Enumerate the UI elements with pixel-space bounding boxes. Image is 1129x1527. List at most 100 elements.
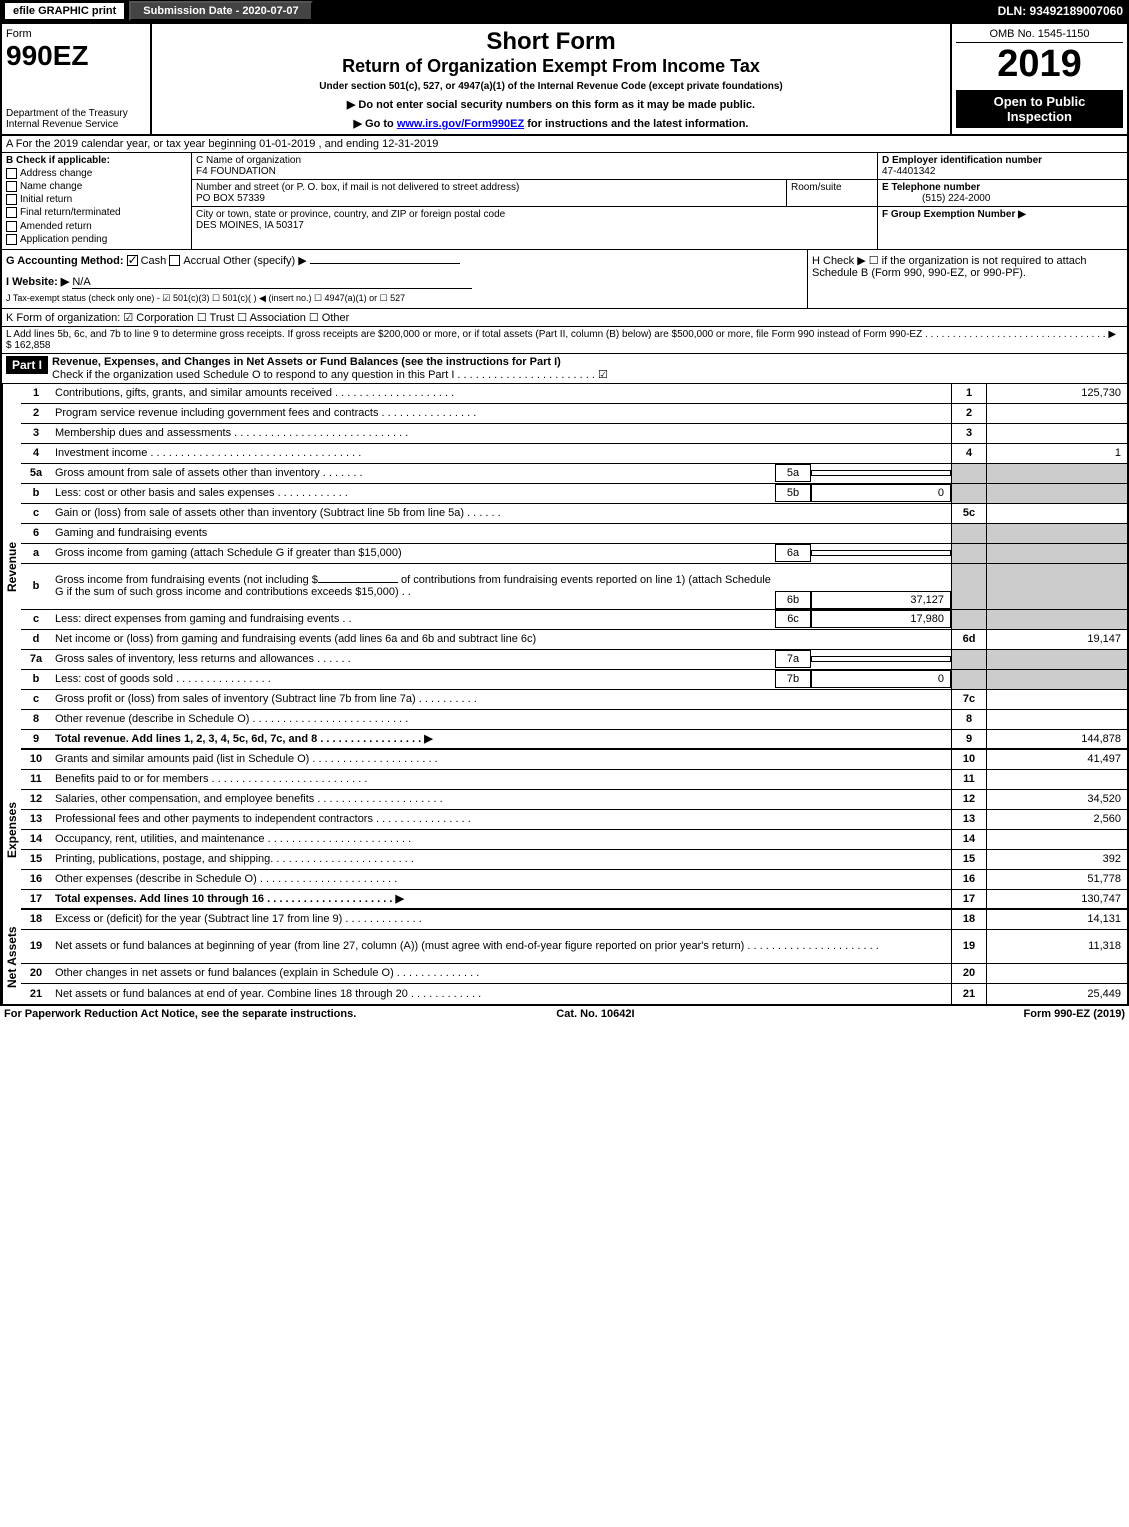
- line-1-val: 125,730: [987, 384, 1127, 403]
- line-2-val: [987, 404, 1127, 423]
- line-19: Net assets or fund balances at beginning…: [51, 938, 951, 954]
- line-6d: Net income or (loss) from gaming and fun…: [51, 631, 951, 647]
- g-label: G Accounting Method:: [6, 255, 124, 267]
- form-header: Form 990EZ Department of the Treasury In…: [2, 24, 1127, 136]
- line-14: Occupancy, rent, utilities, and maintena…: [51, 831, 951, 847]
- line-13-val: 2,560: [987, 810, 1127, 829]
- section-d-e-f: D Employer identification number 47-4401…: [877, 153, 1127, 249]
- row-j: J Tax-exempt status (check only one) - ☑…: [6, 293, 803, 304]
- header-left: Form 990EZ Department of the Treasury In…: [2, 24, 152, 134]
- form-label: Form: [6, 28, 32, 40]
- ein-value: 47-4401342: [882, 166, 935, 177]
- line-6: Gaming and fundraising events: [51, 525, 951, 541]
- header-right: OMB No. 1545-1150 2019 Open to Public In…: [952, 24, 1127, 134]
- line-13: Professional fees and other payments to …: [51, 811, 951, 827]
- line-7a: Gross sales of inventory, less returns a…: [51, 651, 775, 667]
- line-6d-val: 19,147: [987, 630, 1127, 649]
- open-to-public: Open to Public Inspection: [956, 90, 1123, 128]
- form-footer-id: Form 990-EZ (2019): [1024, 1008, 1125, 1020]
- chk-name-change[interactable]: Name change: [6, 181, 187, 192]
- other-specify: Other (specify) ▶: [223, 255, 307, 267]
- line-3-val: [987, 424, 1127, 443]
- dln-label: DLN: 93492189007060: [998, 4, 1129, 18]
- form-title: Short Form: [156, 28, 946, 56]
- line-6c: Less: direct expenses from gaming and fu…: [51, 611, 775, 627]
- chk-application-pending[interactable]: Application pending: [6, 234, 187, 245]
- line-5c: Gain or (loss) from sale of assets other…: [51, 505, 951, 521]
- chk-initial-return[interactable]: Initial return: [6, 194, 187, 205]
- efile-print-button[interactable]: efile GRAPHIC print: [4, 2, 125, 20]
- website-value: N/A: [72, 276, 90, 288]
- cat-no: Cat. No. 10642I: [556, 1008, 634, 1020]
- group-exemption-label: F Group Exemption Number ▶: [882, 209, 1026, 220]
- no-ssn-notice: ▶ Do not enter social security numbers o…: [156, 98, 946, 111]
- line-3: Membership dues and assessments . . . . …: [51, 425, 951, 441]
- line-16: Other expenses (describe in Schedule O) …: [51, 871, 951, 887]
- line-10: Grants and similar amounts paid (list in…: [51, 751, 951, 767]
- expenses-tab: Expenses: [2, 750, 21, 910]
- line-19-val: 11,318: [987, 930, 1127, 963]
- line-6b: Gross income from fundraising events (no…: [51, 572, 775, 600]
- section-b-c-d: B Check if applicable: Address change Na…: [2, 153, 1127, 250]
- section-b: B Check if applicable: Address change Na…: [2, 153, 192, 249]
- row-h: H Check ▶ ☐ if the organization is not r…: [807, 250, 1127, 308]
- form-under-section: Under section 501(c), 527, or 4947(a)(1)…: [156, 81, 946, 92]
- page-footer: For Paperwork Reduction Act Notice, see …: [0, 1006, 1129, 1022]
- row-l: L Add lines 5b, 6c, and 7b to line 9 to …: [2, 327, 1127, 354]
- line-6c-val: 17,980: [811, 610, 951, 628]
- line-6b-val: 37,127: [811, 591, 951, 609]
- net-assets-section: Net Assets 18Excess or (deficit) for the…: [2, 910, 1127, 1004]
- chk-amended-return[interactable]: Amended return: [6, 221, 187, 232]
- line-1: Contributions, gifts, grants, and simila…: [51, 385, 951, 401]
- line-7b-val: 0: [811, 670, 951, 688]
- section-c: C Name of organization F4 FOUNDATION Num…: [192, 153, 877, 249]
- header-center: Short Form Return of Organization Exempt…: [152, 24, 952, 134]
- chk-cash[interactable]: [127, 255, 138, 266]
- section-b-label: B Check if applicable:: [6, 155, 110, 166]
- submission-date-button[interactable]: Submission Date - 2020-07-07: [129, 1, 312, 21]
- form-subtitle: Return of Organization Exempt From Incom…: [156, 56, 946, 77]
- city-state-zip: DES MOINES, IA 50317: [196, 220, 304, 231]
- line-11: Benefits paid to or for members . . . . …: [51, 771, 951, 787]
- line-10-val: 41,497: [987, 750, 1127, 769]
- line-5c-val: [987, 504, 1127, 523]
- paperwork-notice: For Paperwork Reduction Act Notice, see …: [4, 1008, 356, 1020]
- irs-link[interactable]: www.irs.gov/Form990EZ: [397, 118, 524, 130]
- line-5b: Less: cost or other basis and sales expe…: [51, 485, 775, 501]
- inspect-line1: Open to Public: [994, 94, 1086, 109]
- expenses-section: Expenses 10Grants and similar amounts pa…: [2, 750, 1127, 910]
- chk-accrual[interactable]: [169, 255, 180, 266]
- line-16-val: 51,778: [987, 870, 1127, 889]
- line-6a-val: [811, 550, 951, 556]
- phone-label: E Telephone number: [882, 182, 980, 193]
- c-name-label: C Name of organization: [196, 155, 301, 166]
- line-2: Program service revenue including govern…: [51, 405, 951, 421]
- part-1-title: Revenue, Expenses, and Changes in Net As…: [52, 356, 561, 368]
- line-20-val: [987, 964, 1127, 983]
- revenue-tab: Revenue: [2, 384, 21, 750]
- line-20: Other changes in net assets or fund bala…: [51, 965, 951, 981]
- form-990ez: Form 990EZ Department of the Treasury In…: [0, 22, 1129, 1006]
- line-7c-val: [987, 690, 1127, 709]
- net-assets-tab: Net Assets: [2, 910, 21, 1004]
- part-1-header: Part I: [6, 356, 48, 374]
- row-k: K Form of organization: ☑ Corporation ☐ …: [2, 309, 1127, 327]
- line-15: Printing, publications, postage, and shi…: [51, 851, 951, 867]
- street-address: PO BOX 57339: [196, 193, 265, 204]
- inspect-line2: Inspection: [1007, 109, 1072, 124]
- topbar: efile GRAPHIC print Submission Date - 20…: [0, 0, 1129, 22]
- line-6a: Gross income from gaming (attach Schedul…: [51, 545, 775, 561]
- line-5b-val: 0: [811, 484, 951, 502]
- goto-instructions: ▶ Go to www.irs.gov/Form990EZ for instru…: [156, 117, 946, 130]
- phone-value: (515) 224-2000: [882, 193, 990, 204]
- row-g-h-i-j: G Accounting Method: Cash Accrual Other …: [2, 250, 1127, 309]
- line-12-val: 34,520: [987, 790, 1127, 809]
- chk-final-return[interactable]: Final return/terminated: [6, 207, 187, 218]
- line-18-val: 14,131: [987, 910, 1127, 929]
- line-21-val: 25,449: [987, 984, 1127, 1004]
- line-5a: Gross amount from sale of assets other t…: [51, 465, 775, 481]
- chk-address-change[interactable]: Address change: [6, 168, 187, 179]
- omb-number: OMB No. 1545-1150: [956, 28, 1123, 43]
- tax-year: 2019: [956, 43, 1123, 86]
- city-label: City or town, state or province, country…: [196, 209, 505, 220]
